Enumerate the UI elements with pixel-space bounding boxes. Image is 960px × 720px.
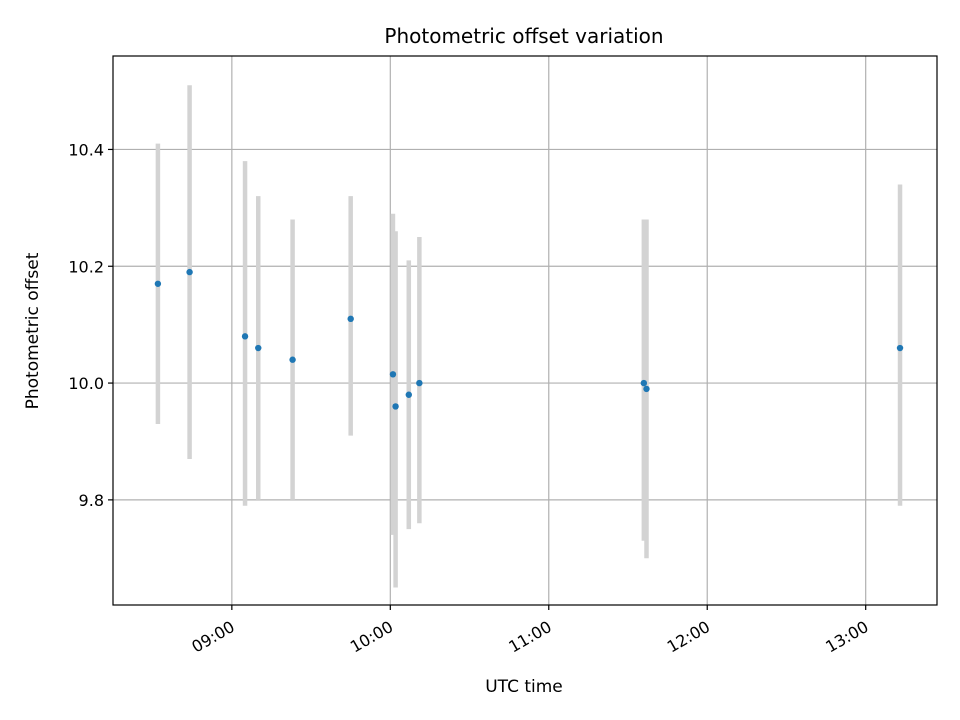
y-tick-label: 10.2	[68, 257, 104, 276]
chart-title: Photometric offset variation	[384, 24, 663, 48]
data-point	[392, 403, 399, 410]
x-tick-label: 09:00	[188, 617, 237, 657]
y-axis-ticks: 9.8 10.0 10.2 10.4	[68, 140, 113, 510]
data-point	[154, 280, 162, 287]
x-tick-label: 12:00	[664, 617, 713, 657]
grid-lines	[113, 56, 937, 605]
plot-frame	[112, 55, 938, 606]
data-point	[347, 315, 354, 323]
x-axis-label: UTC time	[485, 677, 563, 697]
data-point	[389, 371, 397, 378]
y-axis-label: Photometric offset	[23, 252, 43, 409]
data-point	[405, 391, 412, 398]
x-tick-label: 11:00	[505, 617, 554, 657]
x-tick-label: 13:00	[822, 617, 871, 657]
x-tick-label: 10:00	[347, 617, 396, 657]
y-tick-label: 10.0	[68, 374, 104, 393]
y-tick-label: 9.8	[79, 491, 104, 510]
data-point	[241, 333, 249, 340]
data-points	[154, 268, 904, 410]
error-bars	[155, 85, 903, 588]
data-point	[186, 268, 193, 276]
data-point	[255, 344, 262, 352]
data-point	[896, 344, 904, 352]
data-point	[416, 379, 423, 387]
x-axis-ticks: 09:00 10:00 11:00 12:00 13:00	[188, 605, 872, 657]
y-tick-label: 10.4	[68, 140, 104, 159]
data-point	[640, 379, 648, 387]
data-point	[643, 385, 650, 393]
data-point	[289, 356, 296, 363]
